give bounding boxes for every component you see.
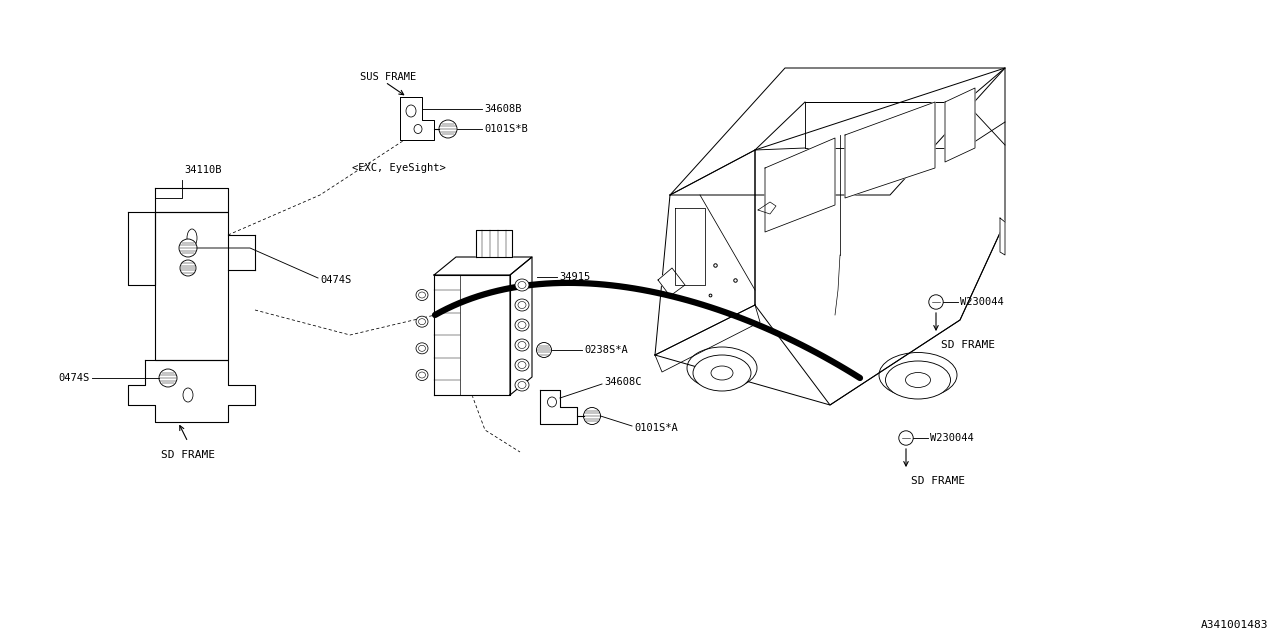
Circle shape — [584, 408, 600, 424]
Polygon shape — [1000, 218, 1005, 255]
Polygon shape — [128, 360, 255, 422]
Text: 0474S: 0474S — [320, 275, 351, 285]
Circle shape — [899, 431, 913, 445]
Text: SD FRAME: SD FRAME — [941, 340, 995, 350]
Polygon shape — [655, 150, 755, 355]
Text: 0238S*A: 0238S*A — [584, 345, 627, 355]
Polygon shape — [945, 88, 975, 162]
Circle shape — [439, 120, 457, 138]
Text: W230044: W230044 — [931, 433, 974, 443]
Polygon shape — [399, 97, 434, 140]
Polygon shape — [675, 208, 705, 285]
Ellipse shape — [416, 289, 428, 301]
Ellipse shape — [515, 319, 529, 331]
Polygon shape — [845, 102, 934, 198]
Polygon shape — [509, 257, 532, 395]
Polygon shape — [155, 212, 228, 360]
Text: SD FRAME: SD FRAME — [911, 476, 965, 486]
Text: 0101S*B: 0101S*B — [484, 124, 527, 134]
Polygon shape — [755, 68, 1005, 405]
Ellipse shape — [515, 379, 529, 391]
Ellipse shape — [416, 343, 428, 354]
Ellipse shape — [515, 359, 529, 371]
Text: 34915: 34915 — [559, 272, 590, 282]
Polygon shape — [765, 138, 835, 232]
Text: 34608B: 34608B — [484, 104, 521, 114]
Polygon shape — [434, 257, 532, 275]
Circle shape — [159, 369, 177, 387]
Text: SUS FRAME: SUS FRAME — [360, 72, 416, 82]
Ellipse shape — [515, 339, 529, 351]
Polygon shape — [434, 275, 509, 395]
Polygon shape — [476, 230, 512, 257]
Polygon shape — [669, 68, 1005, 195]
Ellipse shape — [692, 355, 751, 391]
Text: 34110B: 34110B — [184, 165, 221, 175]
Circle shape — [180, 260, 196, 276]
Text: SD FRAME: SD FRAME — [161, 450, 215, 460]
Text: 0474S: 0474S — [59, 373, 90, 383]
Text: W230044: W230044 — [960, 297, 1004, 307]
Text: 34608C: 34608C — [604, 377, 641, 387]
Text: A341001483: A341001483 — [1201, 620, 1268, 630]
Text: 0101S*A: 0101S*A — [634, 423, 677, 433]
Ellipse shape — [416, 316, 428, 327]
Circle shape — [536, 342, 552, 358]
Polygon shape — [658, 268, 685, 296]
Polygon shape — [155, 188, 228, 212]
Text: <EXC, EyeSight>: <EXC, EyeSight> — [352, 163, 445, 173]
Polygon shape — [540, 390, 577, 424]
Polygon shape — [128, 212, 155, 285]
Ellipse shape — [886, 361, 951, 399]
Ellipse shape — [515, 279, 529, 291]
Ellipse shape — [515, 299, 529, 311]
Circle shape — [929, 295, 943, 309]
Circle shape — [179, 239, 197, 257]
Ellipse shape — [416, 369, 428, 381]
